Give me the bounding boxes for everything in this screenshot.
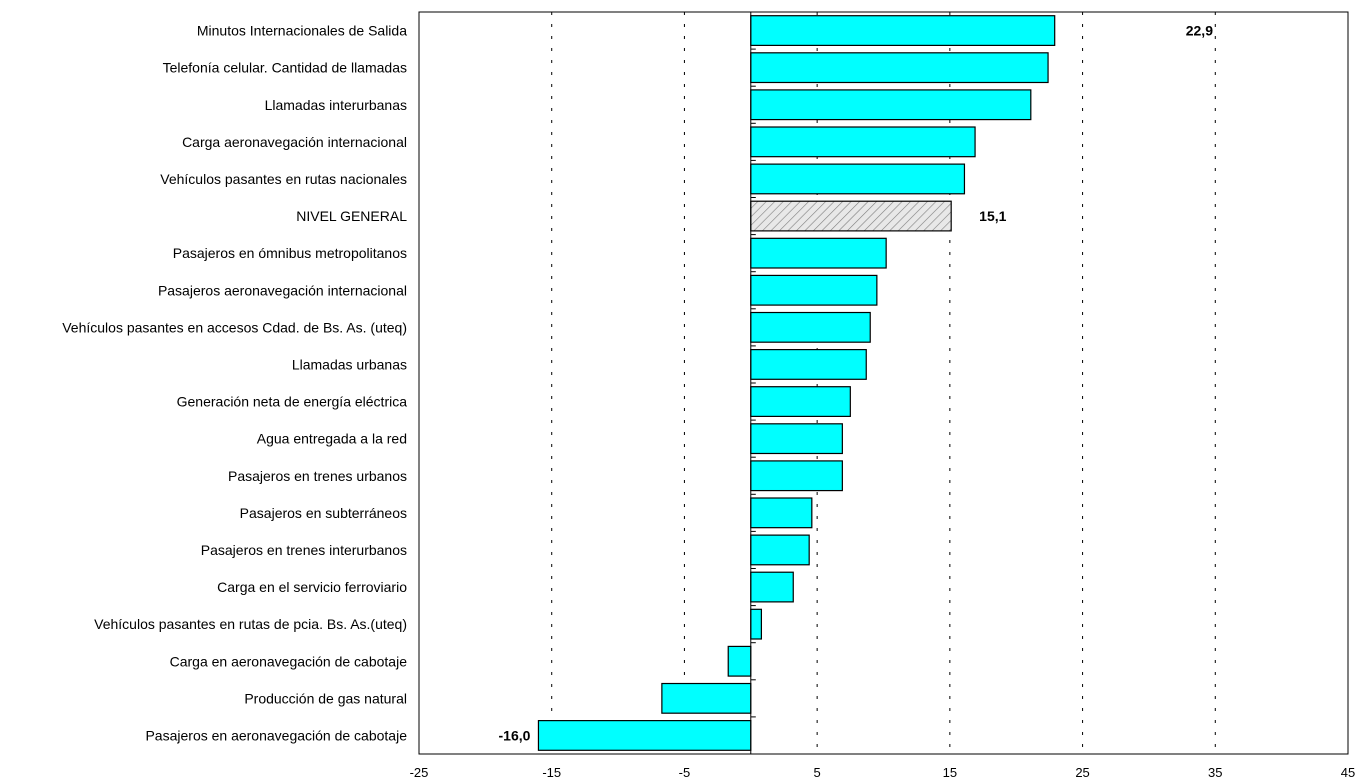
category-label: Telefonía celular. Cantidad de llamadas xyxy=(163,60,407,76)
bar xyxy=(750,163,966,195)
bar xyxy=(750,497,813,529)
category-label: Vehículos pasantes en rutas nacionales xyxy=(160,171,407,187)
bar xyxy=(750,15,1056,46)
data-labels: 22,9 15,1 -16,0 xyxy=(499,23,1214,744)
bar xyxy=(750,534,810,566)
category-label: Minutos Internacionales de Salida xyxy=(197,23,407,39)
category-label: Producción de gas natural xyxy=(244,690,407,706)
bar xyxy=(750,52,1049,84)
category-label: Vehículos pasantes en rutas de pcia. Bs.… xyxy=(94,616,407,632)
bar xyxy=(750,274,878,306)
bar xyxy=(750,349,867,380)
category-labels: Minutos Internacionales de Salida Telefon… xyxy=(62,23,407,744)
x-tick-label: -5 xyxy=(679,765,691,780)
x-tick-label: 5 xyxy=(814,765,821,780)
category-label: Pasajeros en subterráneos xyxy=(240,505,407,521)
x-axis-tick-labels: -25 -15 -5 5 15 25 35 45 xyxy=(410,765,1356,780)
category-label: Carga en aeronavegación de cabotaje xyxy=(170,653,408,669)
category-label: NIVEL GENERAL xyxy=(296,208,407,224)
category-label: Carga en el servicio ferroviario xyxy=(217,579,407,595)
category-label: Pasajeros en trenes urbanos xyxy=(228,468,407,484)
x-tick-label: 15 xyxy=(943,765,957,780)
bar xyxy=(750,608,763,640)
category-label: Generación neta de energía eléctrica xyxy=(177,394,408,410)
bar xyxy=(661,682,752,714)
x-tick-label: -25 xyxy=(410,765,429,780)
category-label: Agua entregada a la red xyxy=(257,431,407,447)
plot-area-frame xyxy=(418,11,1349,755)
data-label: -16,0 xyxy=(499,727,531,743)
x-tick-label: 25 xyxy=(1075,765,1089,780)
bar xyxy=(750,311,871,343)
bar xyxy=(750,460,843,492)
category-label: Llamadas urbanas xyxy=(292,356,407,372)
x-tick-label: -15 xyxy=(542,765,561,780)
category-label: Carga aeronavegación internacional xyxy=(182,134,407,150)
gridlines xyxy=(551,12,1216,754)
category-label: Pasajeros en ómnibus metropolitanos xyxy=(173,245,407,261)
category-label: Pasajeros en aeronavegación de cabotaje xyxy=(145,727,407,743)
data-label: 15,1 xyxy=(979,208,1006,224)
category-label: Pasajeros en trenes interurbanos xyxy=(201,542,407,558)
bar xyxy=(750,571,794,603)
bar xyxy=(727,645,752,677)
category-label: Llamadas interurbanas xyxy=(265,97,407,113)
category-label: Pasajeros aeronavegación internacional xyxy=(158,282,407,298)
bar xyxy=(750,200,952,232)
bar xyxy=(537,720,752,751)
category-label: Vehículos pasantes en accesos Cdad. de B… xyxy=(62,319,407,335)
bar xyxy=(750,423,843,455)
bar xyxy=(750,237,887,269)
bars xyxy=(537,15,1056,751)
bar xyxy=(750,386,851,417)
x-tick-label: 45 xyxy=(1341,765,1355,780)
zero-axis xyxy=(750,11,756,755)
x-tick-label: 35 xyxy=(1208,765,1222,780)
data-label: 22,9 xyxy=(1186,23,1213,39)
bar xyxy=(750,89,1032,121)
bar xyxy=(750,126,976,158)
